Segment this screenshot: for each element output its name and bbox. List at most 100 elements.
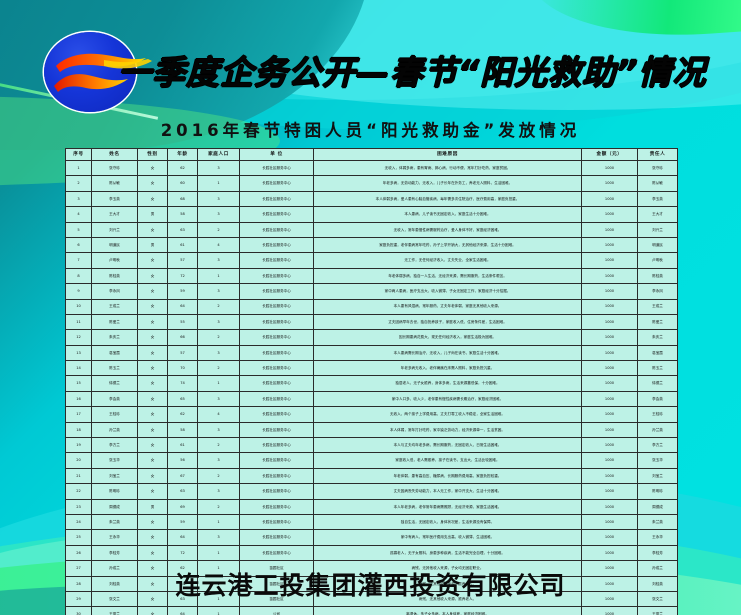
cell-reason: 年老体弱多病，独自一人生活，无经济来源，需长期服药，生活条件艰苦。 xyxy=(313,267,582,285)
col-header-no: 序号 xyxy=(65,148,92,161)
col-header-family: 家庭人口 xyxy=(197,148,240,161)
cell-amount: 1000 xyxy=(581,390,638,408)
cell-age: 69 xyxy=(167,498,198,515)
cell-amount: 1000 xyxy=(581,406,638,423)
cell-name: 陈从敏 xyxy=(91,175,138,192)
cell-sex: 女 xyxy=(137,606,168,615)
table-row: 18 孙兰英女 58 3 长胜社区服务中心 本人体弱，常年打针吃药，家中缺乏劳动力，经济来… xyxy=(65,421,678,439)
cell-reason: 本人与丈夫均年老多病，需长期服药，无固定收入，日常生活困难。 xyxy=(313,437,582,454)
table-row: 11 陈爱兰女 55 3 长胜社区服务中心 丈夫因病早年去世，独自抚养孩子，家庭收入低，住… xyxy=(65,313,678,331)
table-row: 16 李会英女 65 3 长胜社区服务中心 家中人口多，收入少，老伴患有慢性疾病需长期治疗… xyxy=(65,390,678,408)
cell-name: 王大才 xyxy=(91,206,138,223)
table-head: 序号 姓名 性别 年龄 家庭人口 单 位 困难原因 金额（元） 责任人 xyxy=(65,148,678,161)
cell-age: 64 xyxy=(167,606,198,615)
table-row: 26 李桂芳女 72 1 长胜社区服务中心 孤寡老人，无子女照料，身患多种疾病，生活不能完… xyxy=(65,544,678,562)
cell-age: 57 xyxy=(167,344,198,362)
table-row: 8 陈桂英女 72 1 长胜社区服务中心 年老体弱多病，独自一人生活，无经济来源，需长期服… xyxy=(65,267,678,285)
cell-reason: 年老多病，无劳动能力，无收入，儿子长年在外务工，养老无人照料，生活困难。 xyxy=(313,175,582,192)
cell-no: 15 xyxy=(65,375,92,392)
cell-age: 56 xyxy=(167,452,198,469)
cell-reason: 年老多病无收入，老伴瘫痪在床需人照料，家庭负担沉重。 xyxy=(313,360,582,377)
cell-sex: 女 xyxy=(137,467,168,485)
cell-sex: 女 xyxy=(137,437,168,454)
cell-reason: 家中有病人，常年医疗费用支出高，收入微薄，生活困难。 xyxy=(313,529,582,546)
cell-unit: 长胜社区服务中心 xyxy=(239,390,314,408)
cell-resp: 李桂芳 xyxy=(637,544,678,562)
cell-resp: 李永凤 xyxy=(637,283,678,300)
cell-amount: 1000 xyxy=(581,360,638,377)
cell-resp: 王永华 xyxy=(637,529,678,546)
cell-reason: 丈夫因病丧失劳动能力，本人无工作，家中开支大，生活十分困难。 xyxy=(313,483,582,500)
table-row: 6 明道民男 61 4 长胜社区服务中心 家庭负担重，老伴患病常年吃药，孙子上学开销大，无… xyxy=(65,236,678,254)
table-row: 28 刘桂英女 58 1 苗圃社区 病残，无其他收入来源，赡养老人。 1000 刘桂英 xyxy=(65,575,678,592)
cell-age: 58 xyxy=(167,206,198,223)
cell-sex: 女 xyxy=(137,313,168,331)
cell-amount: 1000 xyxy=(581,452,638,469)
cell-resp: 陈明珍 xyxy=(637,483,678,500)
table-row: 13 葛宝霞女 57 3 长胜社区服务中心 本人患病需长期治疗，无收入，儿子尚在读书，家庭… xyxy=(65,344,678,362)
cell-resp: 陈桂英 xyxy=(637,267,678,285)
cell-reason: 独居老人，无子女赡养，身体多病，生活来源靠低保，十分困难。 xyxy=(313,375,582,392)
table-row: 20 张玉华女 56 3 长胜社区服务中心 家庭收入低，老人需赡养，孩子在读书，支出大，生… xyxy=(65,452,678,469)
cell-family: 2 xyxy=(197,437,240,454)
cell-name: 李方兰 xyxy=(91,437,138,454)
table-row: 30 王秀兰女 64 1 公司 离退休，多子女多病，本人身体差，家庭经济困难。 1000 王秀… xyxy=(65,606,678,615)
cell-sex: 女 xyxy=(137,421,168,439)
cell-name: 王成兰 xyxy=(91,298,138,315)
table-body: 1 张守珍女 62 3 长胜社区服务中心 无收入，体弱多病，患有胃病、肺心病，行动不便，常… xyxy=(65,159,678,615)
cell-no: 23 xyxy=(65,498,92,515)
cell-resp: 王大才 xyxy=(637,206,678,223)
cell-resp: 张守珍 xyxy=(637,159,678,177)
cell-name: 王永华 xyxy=(91,529,138,546)
cell-age: 60 xyxy=(167,175,198,192)
cell-resp: 徐德兰 xyxy=(637,375,678,392)
cell-unit: 长胜社区服务中心 xyxy=(239,329,314,346)
table-row: 17 王桂珍女 62 4 长胜社区服务中心 无收入，两个孩子上学费用高，丈夫打零工收入不稳… xyxy=(65,406,678,423)
relief-table-container: 序号 姓名 性别 年龄 家庭人口 单 位 困难原因 金额（元） 责任人 1 张守珍… xyxy=(65,148,678,615)
cell-no: 26 xyxy=(65,544,92,562)
cell-family: 3 xyxy=(197,529,240,546)
cell-age: 59 xyxy=(167,283,198,300)
cell-name: 周德成 xyxy=(91,498,138,515)
table-row: 3 李玉英女 68 3 长胜社区服务中心 本人体弱多病，爱人患有心脑血管疾病，每年需多次住… xyxy=(65,190,678,208)
cell-unit: 长胜社区服务中心 xyxy=(239,360,314,377)
cell-age: 63 xyxy=(167,483,198,500)
cell-name: 孙兰英 xyxy=(91,421,138,439)
cell-name: 卢明秋 xyxy=(91,252,138,269)
table-row: 9 李永凤女 59 3 长胜社区服务中心 家中两人患病，医疗支出大，收入微薄，子女无固定工… xyxy=(65,283,678,300)
cell-reason: 无收入，体弱多病，患有胃病、肺心病，行动不便，常年打针吃药，家庭贫困。 xyxy=(313,159,582,177)
cell-family: 3 xyxy=(197,390,240,408)
cell-name: 明道民 xyxy=(91,236,138,254)
cell-unit: 长胜社区服务中心 xyxy=(239,252,314,269)
cell-sex: 女 xyxy=(137,344,168,362)
cell-name: 王秀兰 xyxy=(91,606,138,615)
cell-unit: 长胜社区服务中心 xyxy=(239,513,314,531)
cell-age: 57 xyxy=(167,252,198,269)
cell-sex: 女 xyxy=(137,190,168,208)
cell-no: 6 xyxy=(65,236,92,254)
cell-reason: 本人患病，儿子读书无固定收入，家庭生活十分困难。 xyxy=(313,206,582,223)
cell-name: 徐德兰 xyxy=(91,375,138,392)
cell-unit: 长胜社区服务中心 xyxy=(239,283,314,300)
cell-unit: 长胜社区服务中心 xyxy=(239,190,314,208)
cell-resp: 陈爱兰 xyxy=(637,313,678,331)
cell-amount: 1000 xyxy=(581,190,638,208)
cell-family: 2 xyxy=(197,221,240,238)
cell-amount: 1000 xyxy=(581,329,638,346)
cell-name: 张玉华 xyxy=(91,452,138,469)
logo-swoosh-icon xyxy=(54,53,152,92)
cell-resp: 明道民 xyxy=(637,236,678,254)
table-row: 10 王成兰女 64 2 长胜社区服务中心 本人患有风湿病，常年服药，丈夫年老体弱，家庭无… xyxy=(65,298,678,315)
table-row: 15 徐德兰女 74 1 长胜社区服务中心 独居老人，无子女赡养，身体多病，生活来源靠低保… xyxy=(65,375,678,392)
cell-amount: 1000 xyxy=(581,375,638,392)
cell-sex: 女 xyxy=(137,529,168,546)
col-header-sex: 性别 xyxy=(137,148,168,161)
cell-amount: 1000 xyxy=(581,221,638,238)
table-row: 5 刘兴兰女 63 2 长胜社区服务中心 无收入，常年患慢性病需服药治疗，爱人身体不好，家… xyxy=(65,221,678,238)
cell-no: 1 xyxy=(65,159,92,177)
cell-resp: 李玉英 xyxy=(637,190,678,208)
cell-no: 19 xyxy=(65,437,92,454)
table-row: 21 刘宝兰女 67 2 长胜社区服务中心 年老体弱，患有高血压、糖尿病，长期服药费用高，… xyxy=(65,467,678,485)
cell-family: 2 xyxy=(197,467,240,485)
cell-age: 61 xyxy=(167,236,198,254)
